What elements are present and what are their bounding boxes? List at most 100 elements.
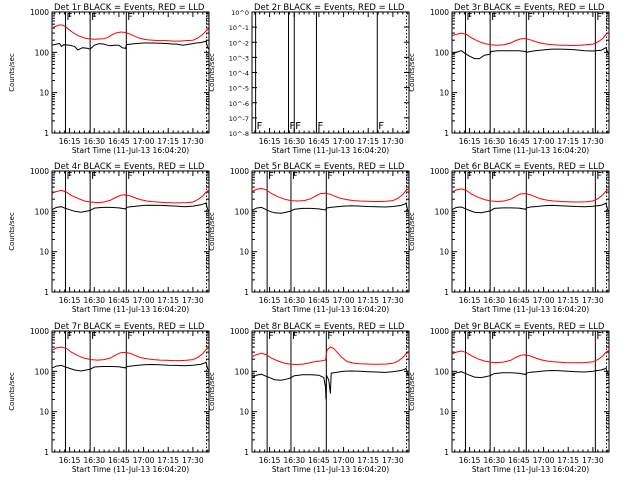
lld-rate-line xyxy=(51,189,210,204)
y-tick-label: 1000 xyxy=(30,327,49,336)
x-tick-label: 16:45 xyxy=(108,137,130,146)
x-tick-label: 17:30 xyxy=(382,137,404,146)
x-axis-label: Start Time (11-Jul-13 16:04:20) xyxy=(472,146,589,155)
x-tick-label: 17:15 xyxy=(357,456,379,465)
x-tick-label: 17:15 xyxy=(357,296,379,305)
y-axis-label: Counts/sec xyxy=(408,372,416,411)
flag-label: F xyxy=(289,121,295,132)
x-tick-label: 17:15 xyxy=(157,456,179,465)
flag-label: F xyxy=(327,331,333,342)
x-tick-label: 16:45 xyxy=(308,456,330,465)
x-tick-label: 17:15 xyxy=(157,296,179,305)
x-tick-label: 17:30 xyxy=(182,296,204,305)
y-tick-label: 1000 xyxy=(30,8,49,17)
flag-label: F xyxy=(527,12,533,23)
flag-label: F xyxy=(292,171,298,182)
flag-label: F xyxy=(491,12,497,23)
y-tick-label: 100 xyxy=(35,367,50,376)
y-axis-label: Counts/sec xyxy=(208,53,216,92)
x-tick-label: 17:30 xyxy=(582,296,604,305)
x-axis-label: Start Time (11-Jul-13 16:04:20) xyxy=(72,465,189,474)
y-tick-label: 1000 xyxy=(430,167,449,176)
x-tick-label: 16:15 xyxy=(59,456,81,465)
detector-panel-3: Det 3r BLACK = Events, RED = LLD 1 10 100 10… xyxy=(408,3,610,155)
panel-title: Det 6r BLACK = Events, RED = LLD xyxy=(454,162,605,172)
flag-label: F xyxy=(327,171,333,182)
y-axis-label: Counts/sec xyxy=(208,372,216,411)
x-tick-label: 17:30 xyxy=(182,137,204,146)
flag-label: F xyxy=(268,331,274,342)
detector-panel-2: Det 2r BLACK = Events, RED = LLD 10^-8 10^… xyxy=(208,3,410,155)
flag-label: F xyxy=(527,171,533,182)
y-tick-label: 1000 xyxy=(230,327,249,336)
lld-rate-line xyxy=(51,346,210,362)
y-tick-label: 10^0 xyxy=(231,9,249,17)
events-rate-line xyxy=(251,202,410,214)
plot-frame xyxy=(451,330,610,453)
x-tick-label: 16:15 xyxy=(59,137,81,146)
flag-label: F xyxy=(317,121,323,132)
y-tick-label: 1000 xyxy=(430,327,449,336)
y-tick-label: 1 xyxy=(444,448,449,457)
x-tick-label: 17:00 xyxy=(333,137,355,146)
x-tick-label: 17:15 xyxy=(557,456,579,465)
events-rate-line xyxy=(451,47,610,60)
panel-title: Det 5r BLACK = Events, RED = LLD xyxy=(254,162,405,172)
x-tick-label: 16:30 xyxy=(483,137,505,146)
y-tick-label: 1000 xyxy=(230,167,249,176)
x-axis-label: Start Time (11-Jul-13 16:04:20) xyxy=(272,146,389,155)
x-tick-label: 16:30 xyxy=(483,456,505,465)
flag-label: F xyxy=(66,331,72,342)
y-tick-label: 10^-6 xyxy=(229,100,249,108)
x-tick-label: 16:45 xyxy=(508,456,530,465)
lld-rate-line xyxy=(251,187,410,202)
x-tick-label: 17:30 xyxy=(382,296,404,305)
x-tick-label: 16:45 xyxy=(308,296,330,305)
panel-title: Det 7r BLACK = Events, RED = LLD xyxy=(54,322,205,332)
flag-label: F xyxy=(292,331,298,342)
x-tick-label: 16:30 xyxy=(283,456,305,465)
x-tick-label: 16:30 xyxy=(483,296,505,305)
x-axis-label: Start Time (11-Jul-13 16:04:20) xyxy=(472,465,589,474)
panel-title: Det 3r BLACK = Events, RED = LLD xyxy=(454,3,605,13)
detector-panel-9: Det 9r BLACK = Events, RED = LLD 1 10 100 10… xyxy=(408,322,610,474)
y-tick-label: 100 xyxy=(435,207,450,216)
detector-panel-1: Det 1r BLACK = Events, RED = LLD 1 10 100 10… xyxy=(8,3,210,155)
y-tick-label: 10 xyxy=(239,248,249,257)
panel-title: Det 2r BLACK = Events, RED = LLD xyxy=(254,3,405,13)
y-tick-label: 1000 xyxy=(430,8,449,17)
x-tick-label: 16:15 xyxy=(459,456,481,465)
lld-rate-line xyxy=(451,349,610,364)
x-tick-label: 17:00 xyxy=(333,456,355,465)
x-tick-label: 17:00 xyxy=(133,456,155,465)
y-tick-label: 100 xyxy=(435,367,450,376)
x-tick-label: 16:45 xyxy=(108,296,130,305)
panel-title: Det 1r BLACK = Events, RED = LLD xyxy=(54,3,205,13)
x-tick-label: 16:15 xyxy=(59,296,81,305)
y-tick-label: 1 xyxy=(44,129,49,138)
y-tick-label: 10 xyxy=(239,408,249,417)
y-axis-label: Counts/sec xyxy=(208,212,216,251)
lld-rate-line xyxy=(51,24,210,42)
y-tick-label: 10^-4 xyxy=(229,70,249,78)
x-tick-label: 16:15 xyxy=(259,456,281,465)
x-axis-label: Start Time (11-Jul-13 16:04:20) xyxy=(72,305,189,314)
y-tick-label: 10 xyxy=(39,408,49,417)
x-tick-label: 16:15 xyxy=(459,137,481,146)
flag-label: F xyxy=(91,12,97,23)
x-tick-label: 16:15 xyxy=(259,296,281,305)
x-tick-label: 17:30 xyxy=(182,456,204,465)
x-axis-label: Start Time (11-Jul-13 16:04:20) xyxy=(272,305,389,314)
y-tick-label: 100 xyxy=(35,207,50,216)
events-rate-line xyxy=(251,367,410,400)
flag-label: F xyxy=(491,331,497,342)
flag-label: F xyxy=(127,331,133,342)
x-tick-label: 16:45 xyxy=(508,137,530,146)
detector-panel-4: Det 4r BLACK = Events, RED = LLD 1 10 100 10… xyxy=(8,162,210,314)
x-tick-label: 16:15 xyxy=(459,296,481,305)
x-tick-label: 16:30 xyxy=(83,137,105,146)
lld-rate-line xyxy=(251,346,410,366)
x-tick-label: 17:00 xyxy=(533,296,555,305)
detector-panel-6: Det 6r BLACK = Events, RED = LLD 1 10 100 10… xyxy=(408,162,610,314)
y-tick-label: 10 xyxy=(439,248,449,257)
